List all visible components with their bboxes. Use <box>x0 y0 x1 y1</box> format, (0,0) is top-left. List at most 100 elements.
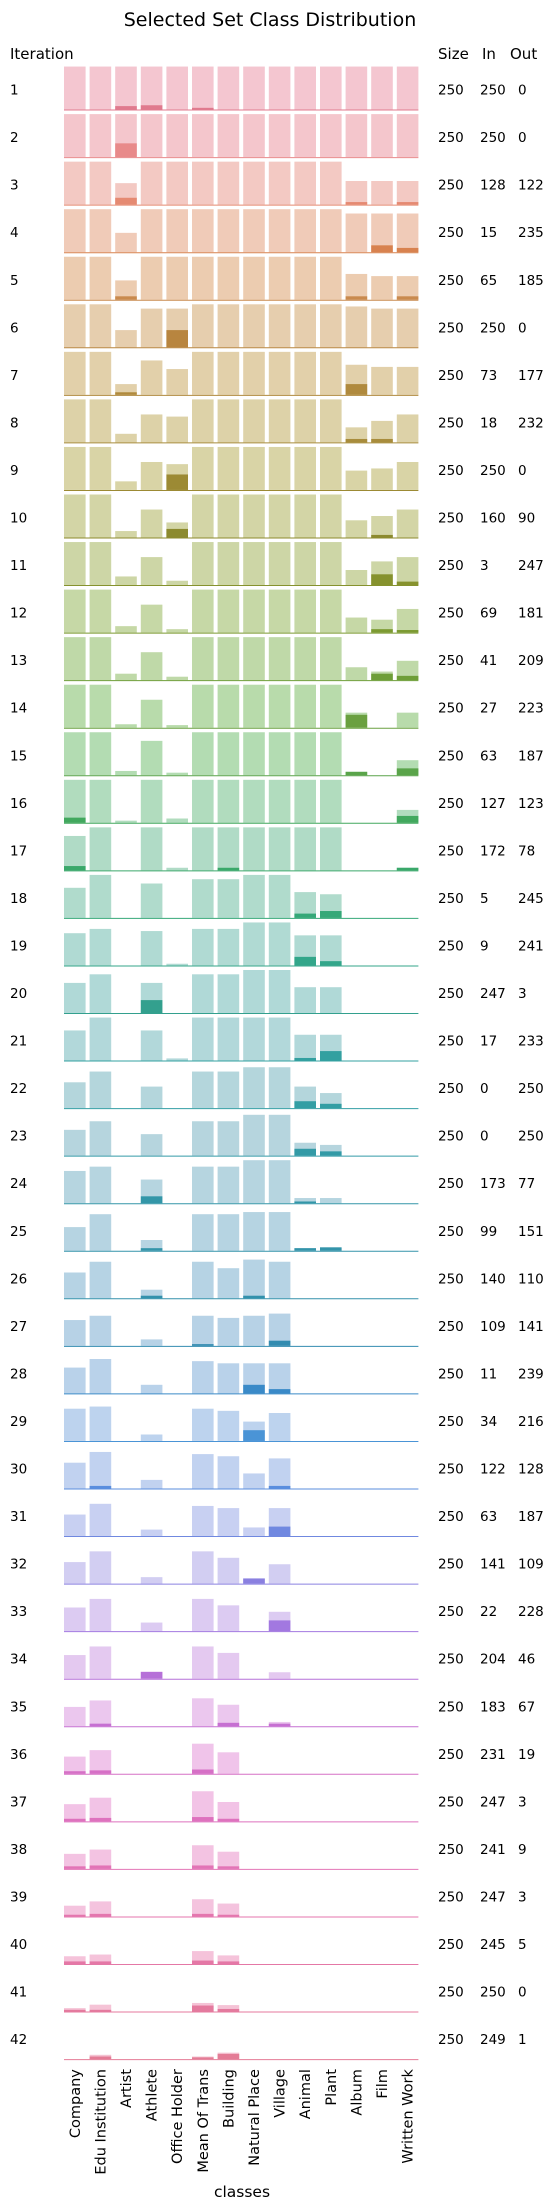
pool-bar <box>64 933 86 966</box>
pool-bar <box>320 256 342 300</box>
selected-bar <box>396 815 419 823</box>
pool-bar <box>217 351 240 395</box>
size-value: 250 <box>438 1129 464 1145</box>
pool-bar <box>243 874 265 918</box>
x-tick-label: Mean Of Trans <box>196 2069 212 2173</box>
selected-bar <box>64 817 86 823</box>
in-value: 250 <box>480 320 506 336</box>
iteration-row: 15 250 63 187 <box>10 732 544 777</box>
pool-bar <box>294 304 316 348</box>
pool-bar <box>268 732 291 776</box>
pool-bar <box>64 1905 86 1917</box>
pool-bar <box>371 516 393 538</box>
pool-bar <box>140 308 163 348</box>
pool-bar <box>268 684 291 728</box>
pool-bar <box>89 684 112 728</box>
pool-bar <box>396 213 419 253</box>
pool-bar <box>294 256 316 300</box>
pool-bar <box>64 1462 86 1489</box>
pool-bar <box>192 1071 214 1109</box>
selected-bar <box>320 1103 342 1109</box>
size-value: 250 <box>438 1509 464 1525</box>
out-value: 187 <box>518 748 544 764</box>
pool-bar <box>89 304 112 348</box>
pool-bar <box>64 1853 86 1869</box>
pool-bar <box>268 1564 291 1584</box>
selected-bar <box>294 1201 316 1204</box>
pool-bar <box>320 935 342 966</box>
size-value: 250 <box>438 891 464 907</box>
in-value: 250 <box>480 463 506 479</box>
pool-bar <box>64 1227 86 1251</box>
pool-bar <box>140 557 163 586</box>
iteration-row: 9 250 250 0 <box>10 446 527 491</box>
selected-bar <box>396 247 419 253</box>
iteration-row: 36 250 231 19 <box>10 1743 535 1775</box>
size-value: 250 <box>438 701 464 717</box>
pool-bar <box>320 1198 342 1204</box>
pool-bar <box>371 213 393 253</box>
out-value: 151 <box>518 1224 544 1240</box>
out-value: 9 <box>518 1842 527 1858</box>
pool-bar <box>140 414 163 443</box>
pool-bar <box>268 542 291 586</box>
pool-bar <box>268 779 291 823</box>
pool-bar <box>64 1956 86 1964</box>
pool-bar <box>192 66 214 110</box>
selected-bar <box>268 1340 291 1346</box>
pool-bar <box>371 366 393 395</box>
pool-bar <box>192 161 214 205</box>
selected-bar <box>243 1430 265 1441</box>
pool-bar <box>89 1359 112 1394</box>
pool-bar <box>320 399 342 443</box>
pool-bar <box>243 1067 265 1109</box>
out-value: 3 <box>518 986 527 1002</box>
in-value: 250 <box>480 83 506 99</box>
out-value: 78 <box>518 843 535 859</box>
pool-bar <box>192 1121 214 1156</box>
pool-bar <box>89 1071 112 1109</box>
pool-bar <box>294 399 316 443</box>
pool-bar <box>320 987 342 1013</box>
pool-bar <box>320 589 342 633</box>
size-value: 250 <box>438 606 464 622</box>
pool-bar <box>64 446 86 490</box>
chart-title: Selected Set Class Distribution <box>124 9 417 31</box>
out-value: 109 <box>518 1557 544 1573</box>
size-value: 250 <box>438 225 464 241</box>
pool-bar <box>268 494 291 538</box>
pool-bar <box>140 883 163 918</box>
selected-bar <box>192 2057 214 2060</box>
pool-bar <box>64 684 86 728</box>
selected-bar <box>217 1914 240 1917</box>
iteration-row: 8 250 18 232 <box>10 399 544 444</box>
out-value: 228 <box>518 1604 544 1620</box>
pool-bar <box>320 732 342 776</box>
pool-bar <box>268 446 291 490</box>
selected-bar <box>371 245 393 253</box>
pool-bar <box>294 779 316 823</box>
pool-bar <box>268 1458 291 1489</box>
pool-bar <box>320 161 342 205</box>
pool-bar <box>268 351 291 395</box>
pool-bar <box>89 161 112 205</box>
pool-bar <box>217 209 240 253</box>
iteration-label: 1 <box>10 83 19 99</box>
iteration-label: 5 <box>10 273 19 289</box>
in-value: 41 <box>480 653 497 669</box>
pool-bar <box>192 684 214 728</box>
pool-bar <box>89 1849 112 1869</box>
in-value: 183 <box>480 1699 506 1715</box>
size-value: 250 <box>438 1557 464 1573</box>
iteration-row: 33 250 22 228 <box>10 1598 544 1633</box>
pool-bar <box>217 1410 240 1441</box>
iteration-row: 41 250 250 0 <box>10 1985 527 2013</box>
selected-bar <box>294 956 316 966</box>
out-value: 3 <box>518 1794 527 1810</box>
iteration-label: 9 <box>10 463 19 479</box>
out-value: 233 <box>518 1034 544 1050</box>
pool-bar <box>64 542 86 586</box>
out-value: 5 <box>518 1937 527 1953</box>
selected-bar <box>166 528 188 538</box>
pool-bar <box>243 114 265 158</box>
